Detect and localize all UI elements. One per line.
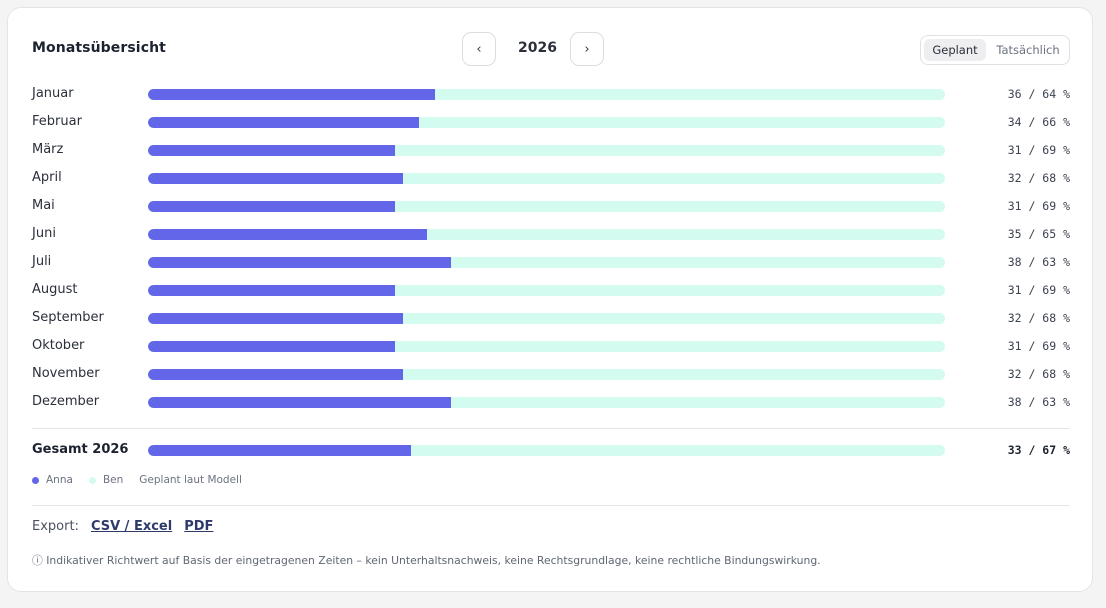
- anna-dot-icon: [32, 476, 39, 484]
- month-row: Februar 34 / 66 %: [8, 114, 1094, 142]
- month-label: Februar: [32, 114, 82, 129]
- month-percentage: 32 / 68 %: [1007, 367, 1070, 381]
- month-row: März 31 / 69 %: [8, 142, 1094, 170]
- month-row: Dezember 38 / 63 %: [8, 394, 1094, 422]
- month-row: September 32 / 68 %: [8, 310, 1094, 338]
- chevron-left-icon: ‹: [476, 41, 482, 57]
- month-share-bar: [148, 397, 945, 408]
- toggle-actual[interactable]: Tatsächlich: [996, 43, 1060, 57]
- card-title: Monatsübersicht: [32, 40, 166, 56]
- month-share-bar: [148, 285, 945, 296]
- export-label: Export:: [32, 519, 79, 534]
- month-label: Juni: [32, 226, 56, 241]
- month-label: August: [32, 282, 78, 297]
- year-label: 2026: [518, 40, 557, 56]
- anna-share-fill: [148, 201, 396, 212]
- anna-share-fill: [148, 313, 404, 324]
- total-label: Gesamt 2026: [32, 442, 129, 457]
- month-row: November 32 / 68 %: [8, 366, 1094, 394]
- anna-share-fill: [148, 229, 427, 240]
- month-row: April 32 / 68 %: [8, 170, 1094, 198]
- total-bar: [148, 445, 945, 456]
- month-label: Mai: [32, 198, 55, 213]
- month-share-bar: [148, 313, 945, 324]
- total-bar-anna-fill: [148, 445, 411, 456]
- month-percentage: 34 / 66 %: [1007, 115, 1070, 129]
- legend-item-anna: Anna: [32, 474, 73, 486]
- month-label: März: [32, 142, 64, 157]
- month-share-bar: [148, 369, 945, 380]
- month-row: Juni 35 / 65 %: [8, 226, 1094, 254]
- legend-ben-label: Ben: [102, 474, 124, 486]
- month-label: Januar: [32, 86, 74, 101]
- ben-dot-icon: [88, 476, 96, 484]
- month-row: Oktober 31 / 69 %: [8, 338, 1094, 366]
- month-label: Oktober: [32, 338, 85, 353]
- toggle-planned[interactable]: Geplant: [924, 39, 986, 61]
- month-percentage: 31 / 69 %: [1007, 283, 1070, 297]
- chevron-right-icon: ›: [584, 41, 590, 57]
- month-row: Mai 31 / 69 %: [8, 198, 1094, 226]
- month-share-bar: [148, 173, 945, 184]
- month-label: November: [32, 366, 100, 381]
- month-share-bar: [148, 341, 945, 352]
- anna-share-fill: [148, 89, 435, 100]
- legend-anna-label: Anna: [46, 474, 73, 486]
- export-pdf-link[interactable]: PDF: [184, 519, 214, 534]
- anna-share-fill: [148, 173, 404, 184]
- legend-note-label: Geplant laut Modell: [139, 474, 242, 486]
- anna-share-fill: [148, 257, 451, 268]
- month-label: Juli: [32, 254, 52, 269]
- month-share-bar: [148, 201, 945, 212]
- month-share-bar: [148, 117, 945, 128]
- anna-share-fill: [148, 285, 396, 296]
- legend: Anna Ben Geplant laut Modell: [32, 474, 258, 486]
- previous-year-button[interactable]: ‹: [462, 32, 496, 66]
- month-share-bar: [148, 89, 945, 100]
- total-row: Gesamt 2026 33 / 67 %: [8, 442, 1094, 470]
- anna-share-fill: [148, 145, 396, 156]
- month-percentage: 31 / 69 %: [1007, 199, 1070, 213]
- month-percentage: 36 / 64 %: [1007, 87, 1070, 101]
- divider: [32, 505, 1070, 506]
- legend-note: Geplant laut Modell: [139, 474, 242, 486]
- month-row: Januar 36 / 64 %: [8, 86, 1094, 114]
- month-percentage: 32 / 68 %: [1007, 311, 1070, 325]
- legend-item-ben: Ben: [88, 474, 124, 486]
- month-share-bar: [148, 145, 945, 156]
- divider: [32, 428, 1070, 429]
- month-percentage: 35 / 65 %: [1007, 227, 1070, 241]
- month-label: September: [32, 310, 104, 325]
- anna-share-fill: [148, 117, 419, 128]
- month-percentage: 31 / 69 %: [1007, 143, 1070, 157]
- month-share-bar: [148, 229, 945, 240]
- month-percentage: 38 / 63 %: [1007, 255, 1070, 269]
- export-section: Export: CSV / Excel PDF: [32, 519, 213, 534]
- month-row: August 31 / 69 %: [8, 282, 1094, 310]
- monthly-overview-card: Monatsübersicht ‹ 2026 › Geplant Tatsäch…: [7, 7, 1093, 592]
- total-percentage: 33 / 67 %: [1007, 443, 1070, 457]
- next-year-button[interactable]: ›: [570, 32, 604, 66]
- disclaimer: ⓘ Indikativer Richtwert auf Basis der ei…: [32, 554, 821, 567]
- month-percentage: 32 / 68 %: [1007, 171, 1070, 185]
- month-share-bar: [148, 257, 945, 268]
- anna-share-fill: [148, 397, 451, 408]
- anna-share-fill: [148, 369, 404, 380]
- month-percentage: 31 / 69 %: [1007, 339, 1070, 353]
- month-label: April: [32, 170, 62, 185]
- anna-share-fill: [148, 341, 396, 352]
- month-label: Dezember: [32, 394, 100, 409]
- month-percentage: 38 / 63 %: [1007, 395, 1070, 409]
- month-row: Juli 38 / 63 %: [8, 254, 1094, 282]
- planned-actual-toggle: Geplant Tatsächlich: [920, 35, 1070, 65]
- export-csv-link[interactable]: CSV / Excel: [90, 519, 173, 534]
